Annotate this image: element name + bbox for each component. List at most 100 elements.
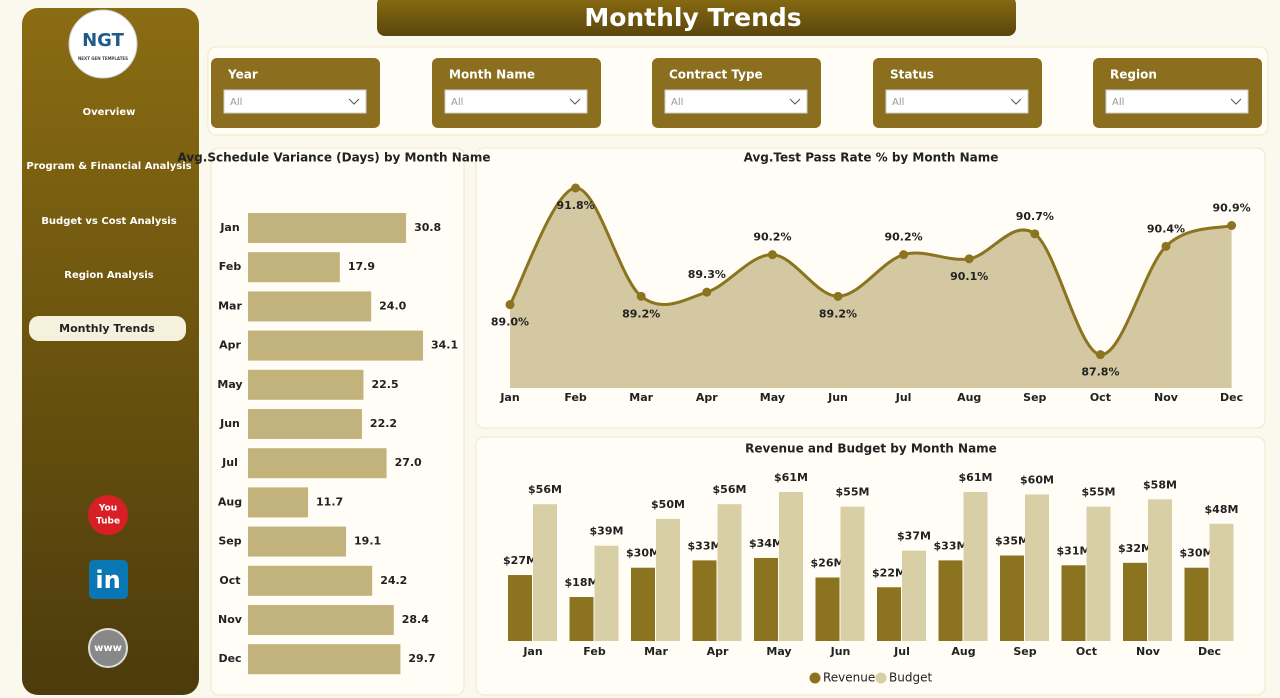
value-label: $48M (1205, 503, 1239, 516)
legend-label: Revenue (823, 671, 875, 685)
nav-active[interactable] (29, 316, 186, 341)
point (571, 183, 581, 193)
value-label: 24.2 (380, 574, 407, 587)
dropdown[interactable] (664, 89, 808, 114)
value-label: $58M (1143, 478, 1177, 491)
youtube-icon[interactable] (88, 495, 128, 535)
category-label: Mar (644, 645, 668, 658)
category-label: Dec (1198, 645, 1221, 658)
bar (692, 560, 717, 641)
value-label: $61M (959, 471, 993, 484)
bar (248, 605, 394, 635)
bar (248, 487, 309, 518)
point (1161, 241, 1171, 251)
bar (877, 587, 901, 641)
point (505, 300, 515, 310)
icon-text: www (94, 643, 122, 654)
bar (938, 560, 963, 641)
bar (656, 518, 680, 641)
category-label: Jul (221, 456, 238, 469)
dropdown-value: All (1112, 97, 1124, 108)
point (964, 254, 974, 264)
nav-item[interactable]: Budget vs Cost Analysis (41, 216, 176, 227)
value-label: $33M (688, 539, 722, 552)
legend-label: Budget (889, 671, 932, 685)
value-label: 24.0 (379, 299, 406, 312)
value-label: 89.2% (622, 307, 660, 320)
point (702, 287, 712, 297)
category-label: Sep (218, 535, 241, 548)
category-label: Apr (696, 391, 718, 404)
web-icon[interactable] (88, 628, 128, 668)
category-label: Oct (1076, 645, 1097, 658)
dropdown[interactable] (444, 89, 588, 114)
nav-item[interactable]: Monthly Trends (59, 322, 155, 335)
logo-text: NGT (82, 30, 125, 51)
category-label: Feb (564, 391, 587, 404)
value-label: $37M (897, 530, 931, 543)
nav-item[interactable]: Region Analysis (64, 270, 153, 281)
value-label: 28.4 (402, 613, 429, 626)
category-label: May (760, 391, 785, 404)
point (636, 291, 646, 301)
value-label: 22.2 (370, 417, 397, 430)
value-label: $30M (626, 547, 660, 560)
category-label: Jun (219, 417, 240, 430)
bar (248, 448, 387, 479)
line (508, 186, 1233, 357)
bar (248, 291, 372, 322)
dropdown[interactable] (1105, 89, 1249, 114)
dropdown[interactable] (885, 89, 1029, 114)
value-label: $60M (1020, 473, 1054, 486)
bar (779, 492, 803, 641)
linkedin-icon[interactable] (89, 560, 128, 599)
logo-sub: NEXT GEN TEMPLATES (78, 56, 128, 61)
nav-item[interactable]: Overview (83, 107, 136, 118)
point (833, 291, 843, 301)
point (1030, 229, 1040, 239)
page-title: Monthly Trends (584, 3, 801, 32)
bar (248, 644, 401, 675)
bar (631, 567, 655, 641)
value-label: 90.2% (753, 231, 791, 244)
bar (1209, 523, 1234, 641)
value-label: $26M (811, 556, 845, 569)
category-label: Jan (219, 221, 239, 234)
value-label: 27.0 (395, 456, 422, 469)
chart-title: Avg.Schedule Variance (Days) by Month Na… (177, 151, 490, 165)
chevron (348, 98, 360, 105)
chevron (1230, 98, 1242, 105)
logo (68, 9, 138, 79)
bar (840, 506, 865, 641)
icon-text: Tube (96, 517, 120, 527)
value-label: 87.8% (1081, 366, 1119, 379)
bar (1148, 499, 1172, 641)
filter-label: Contract Type (669, 68, 763, 82)
category-label: Dec (218, 652, 241, 665)
category-label: Mar (218, 299, 242, 312)
value-label: $35M (995, 535, 1029, 548)
value-label: 90.4% (1147, 222, 1185, 235)
bar (902, 550, 926, 641)
bar (1061, 565, 1086, 641)
value-label: 11.7 (316, 495, 343, 508)
value-label: $55M (836, 486, 870, 499)
value-label: $55M (1082, 486, 1116, 499)
category-label: Nov (218, 613, 243, 626)
value-label: $31M (1057, 544, 1091, 557)
point (899, 250, 909, 260)
bar (1123, 562, 1147, 641)
value-label: $27M (503, 554, 537, 567)
category-label: Oct (1090, 391, 1111, 404)
dropdown[interactable] (223, 89, 367, 114)
category-label: Jun (830, 645, 851, 658)
value-label: 89.0% (491, 316, 529, 329)
value-label: $34M (749, 537, 783, 550)
dropdown-value: All (451, 97, 463, 108)
dropdown-value: All (230, 97, 242, 108)
category-label: Jul (893, 645, 910, 658)
value-label: 22.5 (371, 378, 398, 391)
nav-item[interactable]: Program & Financial Analysis (26, 161, 191, 172)
chevron (1010, 98, 1022, 105)
bar (594, 545, 619, 641)
